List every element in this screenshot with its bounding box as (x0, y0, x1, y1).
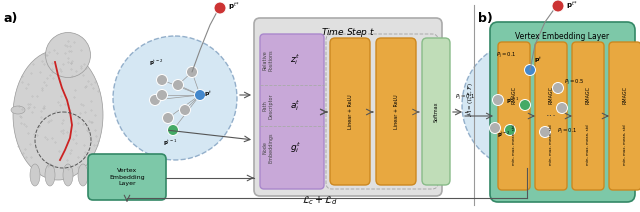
Circle shape (157, 89, 168, 100)
Circle shape (150, 95, 161, 106)
Text: $g_i^t$: $g_i^t$ (289, 141, 300, 155)
Circle shape (179, 105, 191, 116)
Text: $\mathbf{p}^t$: $\mathbf{p}^t$ (534, 55, 542, 65)
Text: Node
Embeddings: Node Embeddings (262, 133, 273, 163)
Ellipse shape (78, 164, 88, 186)
FancyBboxPatch shape (260, 34, 324, 189)
Text: min, max, mean, std: min, max, mean, std (586, 125, 590, 165)
Text: Vertex Embedding Layer: Vertex Embedding Layer (515, 32, 609, 41)
FancyBboxPatch shape (572, 42, 604, 190)
Circle shape (462, 40, 592, 170)
Text: $\mathbf{p}^{t-1}$: $\mathbf{p}^{t-1}$ (506, 96, 520, 106)
FancyBboxPatch shape (422, 38, 450, 185)
Text: Relative
Positions: Relative Positions (262, 49, 273, 71)
Ellipse shape (11, 106, 25, 114)
Ellipse shape (45, 164, 55, 186)
Text: $\mathbf{p}^{t-1}$: $\mathbf{p}^{t-1}$ (163, 138, 177, 148)
Circle shape (168, 124, 179, 135)
FancyBboxPatch shape (498, 42, 530, 190)
FancyBboxPatch shape (330, 38, 370, 185)
Circle shape (540, 127, 550, 138)
Text: a): a) (4, 12, 19, 25)
Circle shape (163, 113, 173, 124)
Ellipse shape (45, 32, 90, 78)
Ellipse shape (30, 164, 40, 186)
Text: $P_j=0.1$: $P_j=0.1$ (557, 127, 578, 137)
Text: $P_j=0.1$: $P_j=0.1$ (456, 93, 476, 103)
Circle shape (557, 102, 568, 113)
Circle shape (186, 67, 198, 78)
Text: $z_i^t$: $z_i^t$ (290, 53, 300, 67)
Text: $P_j=0.1$: $P_j=0.1$ (496, 51, 516, 61)
FancyBboxPatch shape (254, 18, 442, 196)
Text: $\mathcal{L}_c + \mathcal{L}_d$: $\mathcal{L}_c + \mathcal{L}_d$ (302, 194, 338, 207)
FancyBboxPatch shape (490, 22, 635, 202)
Circle shape (493, 95, 504, 106)
Text: Softmax: Softmax (433, 102, 438, 122)
Text: Vertex
Embedding
Layer: Vertex Embedding Layer (109, 168, 145, 186)
Circle shape (157, 74, 168, 85)
Circle shape (113, 36, 237, 160)
Text: b): b) (478, 12, 493, 25)
Circle shape (490, 123, 500, 134)
Text: $a_i^t$: $a_i^t$ (290, 99, 300, 113)
Circle shape (552, 82, 563, 93)
Text: RMAGC: RMAGC (548, 86, 554, 104)
Circle shape (173, 80, 184, 91)
Ellipse shape (13, 50, 103, 180)
Text: $P_j=0.5$: $P_j=0.5$ (564, 78, 585, 88)
Text: $\mathcal{M}=(\mathcal{V},\mathcal{E},\mathcal{F})$: $\mathcal{M}=(\mathcal{V},\mathcal{E},\m… (465, 82, 475, 117)
Circle shape (195, 89, 205, 100)
Text: min, max, mean, std: min, max, mean, std (623, 125, 627, 165)
Text: $\mathbf{p}^{t-2}$: $\mathbf{p}^{t-2}$ (149, 58, 163, 68)
Circle shape (525, 64, 536, 75)
Circle shape (520, 99, 531, 110)
Text: Time Step $t$: Time Step $t$ (321, 26, 375, 39)
FancyBboxPatch shape (88, 154, 166, 200)
FancyBboxPatch shape (609, 42, 640, 190)
Text: $\mathbf{p}^t$: $\mathbf{p}^t$ (204, 89, 212, 99)
FancyBboxPatch shape (535, 42, 567, 190)
Text: RMAGC: RMAGC (511, 86, 516, 104)
Text: RMAGC: RMAGC (623, 86, 627, 104)
Text: $\mathbf{p}^{t*}$: $\mathbf{p}^{t*}$ (228, 0, 240, 12)
Text: min, max, mean, std: min, max, mean, std (512, 125, 516, 165)
Text: Linear + ReLU: Linear + ReLU (348, 95, 353, 129)
Text: $\mathbf{p}^{t*}$: $\mathbf{p}^{t*}$ (566, 0, 579, 11)
FancyBboxPatch shape (376, 38, 416, 185)
Circle shape (214, 2, 226, 14)
Text: $\mathbf{p}^{t-2}$: $\mathbf{p}^{t-2}$ (497, 130, 511, 140)
Text: Linear + ReLU: Linear + ReLU (394, 95, 399, 129)
Ellipse shape (63, 164, 73, 186)
Text: Path
Descriptor: Path Descriptor (262, 93, 273, 119)
Text: RMAGC: RMAGC (586, 86, 591, 104)
Text: ···: ··· (545, 111, 556, 121)
Circle shape (552, 0, 564, 12)
Text: min, max, mean, std: min, max, mean, std (549, 125, 553, 165)
Circle shape (504, 124, 515, 135)
